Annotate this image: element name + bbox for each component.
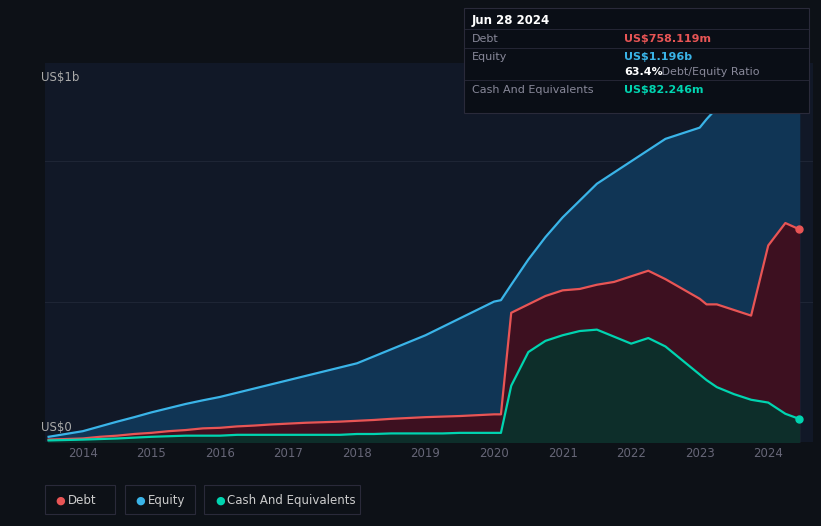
Text: Debt: Debt	[472, 34, 499, 44]
Text: Debt: Debt	[68, 494, 97, 507]
Point	[792, 414, 805, 423]
Text: ●: ●	[135, 495, 145, 505]
Text: Cash And Equivalents: Cash And Equivalents	[227, 494, 356, 507]
Point	[792, 225, 805, 234]
Text: ●: ●	[56, 495, 66, 505]
Text: US$0: US$0	[41, 421, 72, 434]
Text: 63.4%: 63.4%	[624, 67, 663, 77]
Text: ●: ●	[215, 495, 225, 505]
Text: Debt/Equity Ratio: Debt/Equity Ratio	[658, 67, 760, 77]
Text: Jun 28 2024: Jun 28 2024	[472, 14, 550, 27]
Text: US$1b: US$1b	[41, 70, 80, 84]
Text: US$1.196b: US$1.196b	[624, 53, 692, 63]
Text: US$758.119m: US$758.119m	[624, 34, 711, 44]
Text: Equity: Equity	[472, 53, 507, 63]
Text: US$82.246m: US$82.246m	[624, 85, 704, 95]
Point	[792, 102, 805, 110]
Text: Cash And Equivalents: Cash And Equivalents	[472, 85, 594, 95]
Text: Equity: Equity	[148, 494, 186, 507]
